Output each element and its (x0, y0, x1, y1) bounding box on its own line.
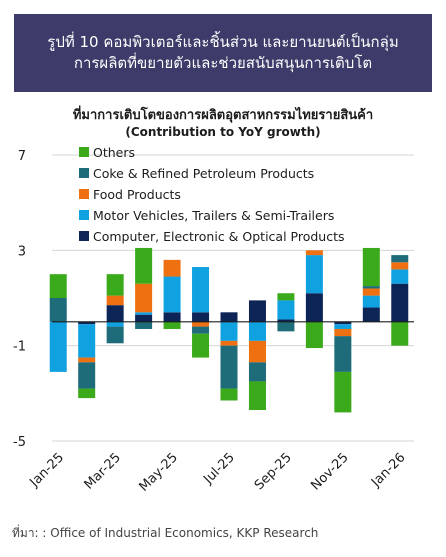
bar-others-Feb-25 (78, 388, 96, 399)
bar-others-Nov-25 (334, 371, 352, 413)
bar-motor-Apr-25 (135, 312, 153, 315)
legend-label-others: Others (93, 145, 135, 160)
bar-motor-Nov-25 (334, 324, 352, 329)
bar-computer-Apr-25 (135, 314, 153, 322)
bar-motor-May-25 (163, 276, 181, 313)
bar-food-Jul-25 (220, 340, 238, 346)
banner-line-2: การผลิตที่ขยายตัวและช่วยสนับสนุนการเติบโ… (73, 54, 373, 72)
bar-coke-Dec-25 (362, 286, 380, 289)
bar-computer-Aug-25 (248, 300, 266, 322)
bar-computer-Feb-25 (78, 321, 96, 325)
bar-motor-Jun-25 (192, 267, 210, 313)
legend-swatch-food (79, 189, 89, 199)
y-tick-label-0: 7 (18, 149, 26, 164)
x-tick-label-Jan-25: Jan-25 (27, 450, 68, 491)
x-tick-label-Jul-25: Jul-25 (200, 450, 237, 487)
bar-food-Jan-26 (391, 262, 409, 270)
legend-swatch-coke (79, 168, 89, 178)
bar-others-Aug-25 (248, 381, 266, 411)
bar-others-May-25 (163, 321, 181, 329)
bar-coke-Jan-25 (49, 298, 67, 322)
y-tick-label-3: -5 (13, 435, 26, 450)
bar-computer-Dec-25 (362, 307, 380, 322)
bar-computer-Mar-25 (106, 305, 124, 322)
bar-computer-May-25 (163, 312, 181, 322)
bar-coke-Aug-25 (248, 362, 266, 382)
bar-motor-Mar-25 (106, 321, 124, 327)
bar-motor-Jan-25 (49, 321, 67, 372)
bar-food-Apr-25 (135, 283, 153, 313)
bar-computer-Sep-25 (277, 319, 295, 322)
bar-motor-Sep-25 (277, 300, 295, 320)
legend-label-coke: Coke & Refined Petroleum Products (93, 166, 314, 181)
bar-others-Dec-25 (362, 247, 380, 287)
bar-coke-Mar-25 (106, 326, 124, 344)
legend-label-motor: Motor Vehicles, Trailers & Semi-Trailers (93, 208, 334, 223)
x-tick-label-Jan-26: Jan-26 (368, 450, 409, 491)
bar-coke-Apr-25 (135, 321, 153, 329)
bar-computer-Nov-25 (334, 321, 352, 325)
bar-others-Jan-26 (391, 321, 409, 346)
bar-others-Jun-25 (192, 333, 210, 358)
source-note: ที่มา: : Office of Industrial Economics,… (12, 526, 319, 540)
x-tick-label-Mar-25: Mar-25 (82, 450, 124, 492)
bar-food-Mar-25 (106, 295, 124, 306)
bar-motor-Aug-25 (248, 321, 266, 341)
bar-food-Jun-25 (192, 321, 210, 327)
bar-coke-Sep-25 (277, 321, 295, 332)
bar-coke-Jun-25 (192, 326, 210, 334)
legend-swatch-computer (79, 231, 89, 241)
banner-line-1: รูปที่ 10 คอมพิวเตอร์และชิ้นส่วน และยานย… (47, 33, 399, 51)
bar-food-Nov-25 (334, 328, 352, 337)
bar-others-Apr-25 (135, 247, 153, 284)
bar-food-Oct-25 (305, 250, 323, 256)
bar-food-Aug-25 (248, 340, 266, 363)
bar-coke-Nov-25 (334, 336, 352, 372)
bar-motor-Dec-25 (362, 295, 380, 308)
bar-food-Dec-25 (362, 288, 380, 296)
bar-computer-Jun-25 (192, 312, 210, 322)
bar-others-Mar-25 (106, 274, 124, 296)
x-tick-label-May-25: May-25 (136, 450, 180, 494)
legend-label-food: Food Products (93, 187, 181, 202)
x-tick-label-Nov-25: Nov-25 (308, 450, 351, 493)
bar-coke-Jul-25 (220, 345, 238, 389)
bar-coke-Feb-25 (78, 362, 96, 389)
bar-computer-Jul-25 (220, 312, 238, 322)
bar-food-Feb-25 (78, 357, 96, 363)
bar-others-Sep-25 (277, 293, 295, 301)
legend-swatch-others (79, 147, 89, 157)
legend-label-computer: Computer, Electronic & Optical Products (93, 229, 345, 244)
figure-banner: รูปที่ 10 คอมพิวเตอร์และชิ้นส่วน และยานย… (14, 14, 432, 92)
bar-coke-Jan-26 (391, 255, 409, 263)
chart-subtitle: (Contribution to YoY growth) (125, 125, 321, 139)
bar-motor-Jan-26 (391, 269, 409, 284)
bar-computer-Oct-25 (305, 293, 323, 322)
chart-title: ที่มาการเติบโตของการผลิตอุตสาหกรรมไทยราย… (72, 108, 374, 123)
bar-others-Jan-25 (49, 274, 67, 298)
bar-motor-Oct-25 (305, 255, 323, 294)
legend-swatch-motor (79, 210, 89, 220)
y-tick-label-2: -1 (13, 340, 26, 355)
bar-motor-Jul-25 (220, 321, 238, 341)
bar-computer-Jan-26 (391, 283, 409, 322)
bar-others-Jul-25 (220, 388, 238, 401)
x-tick-label-Sep-25: Sep-25 (252, 450, 295, 493)
bar-others-Oct-25 (305, 321, 323, 349)
bar-food-May-25 (163, 259, 181, 277)
bar-motor-Feb-25 (78, 324, 96, 358)
y-tick-label-1: 3 (18, 244, 26, 259)
